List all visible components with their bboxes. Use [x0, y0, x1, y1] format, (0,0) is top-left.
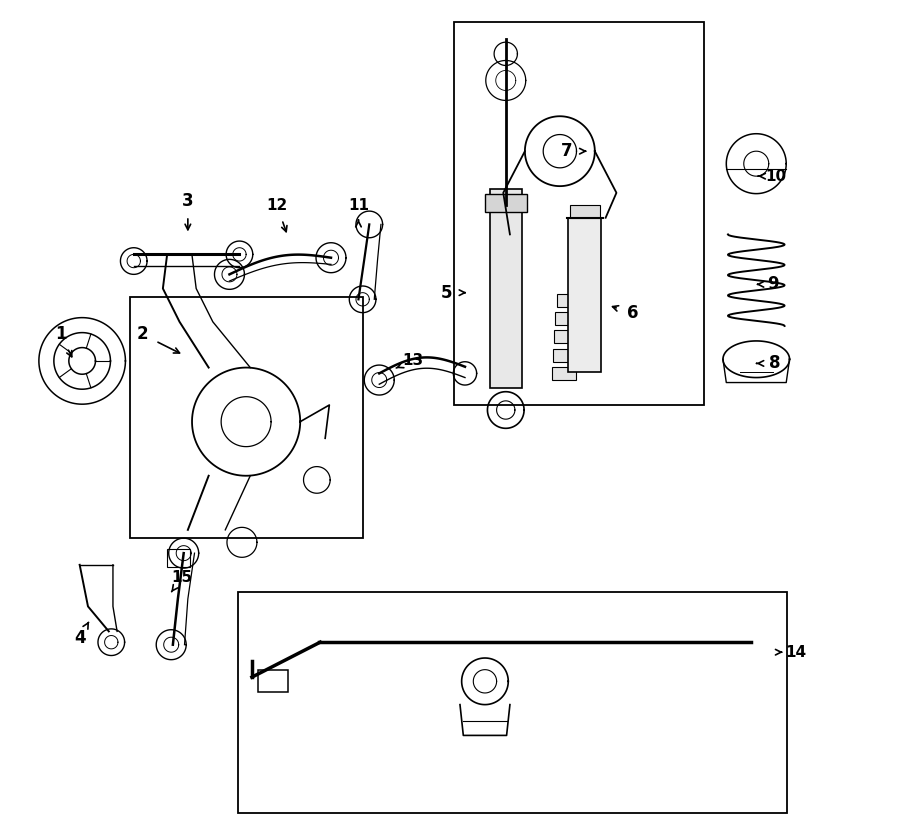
Text: 1: 1 — [55, 326, 67, 343]
Bar — [556, 294, 572, 306]
Bar — [238, 592, 787, 812]
Text: 4: 4 — [74, 629, 86, 647]
Text: 3: 3 — [182, 192, 194, 210]
Text: 10: 10 — [766, 169, 787, 184]
Bar — [568, 218, 601, 372]
Bar — [485, 194, 526, 212]
Text: 12: 12 — [266, 198, 287, 213]
Bar — [167, 549, 190, 567]
Text: 14: 14 — [786, 645, 806, 660]
Text: 15: 15 — [172, 569, 193, 584]
Bar — [553, 348, 575, 362]
Text: 6: 6 — [627, 305, 639, 322]
Text: 5: 5 — [441, 284, 453, 301]
Bar — [130, 296, 363, 539]
Bar — [257, 671, 288, 692]
Text: 2: 2 — [136, 326, 148, 343]
Text: 7: 7 — [561, 142, 572, 160]
Bar — [454, 23, 704, 405]
Bar — [555, 312, 572, 325]
Bar — [570, 205, 599, 218]
Bar — [490, 189, 522, 388]
Text: 9: 9 — [767, 276, 778, 293]
Text: 8: 8 — [769, 354, 780, 372]
Text: 11: 11 — [348, 198, 369, 213]
Text: 13: 13 — [402, 353, 423, 368]
Bar — [554, 331, 574, 343]
Bar — [552, 367, 577, 380]
